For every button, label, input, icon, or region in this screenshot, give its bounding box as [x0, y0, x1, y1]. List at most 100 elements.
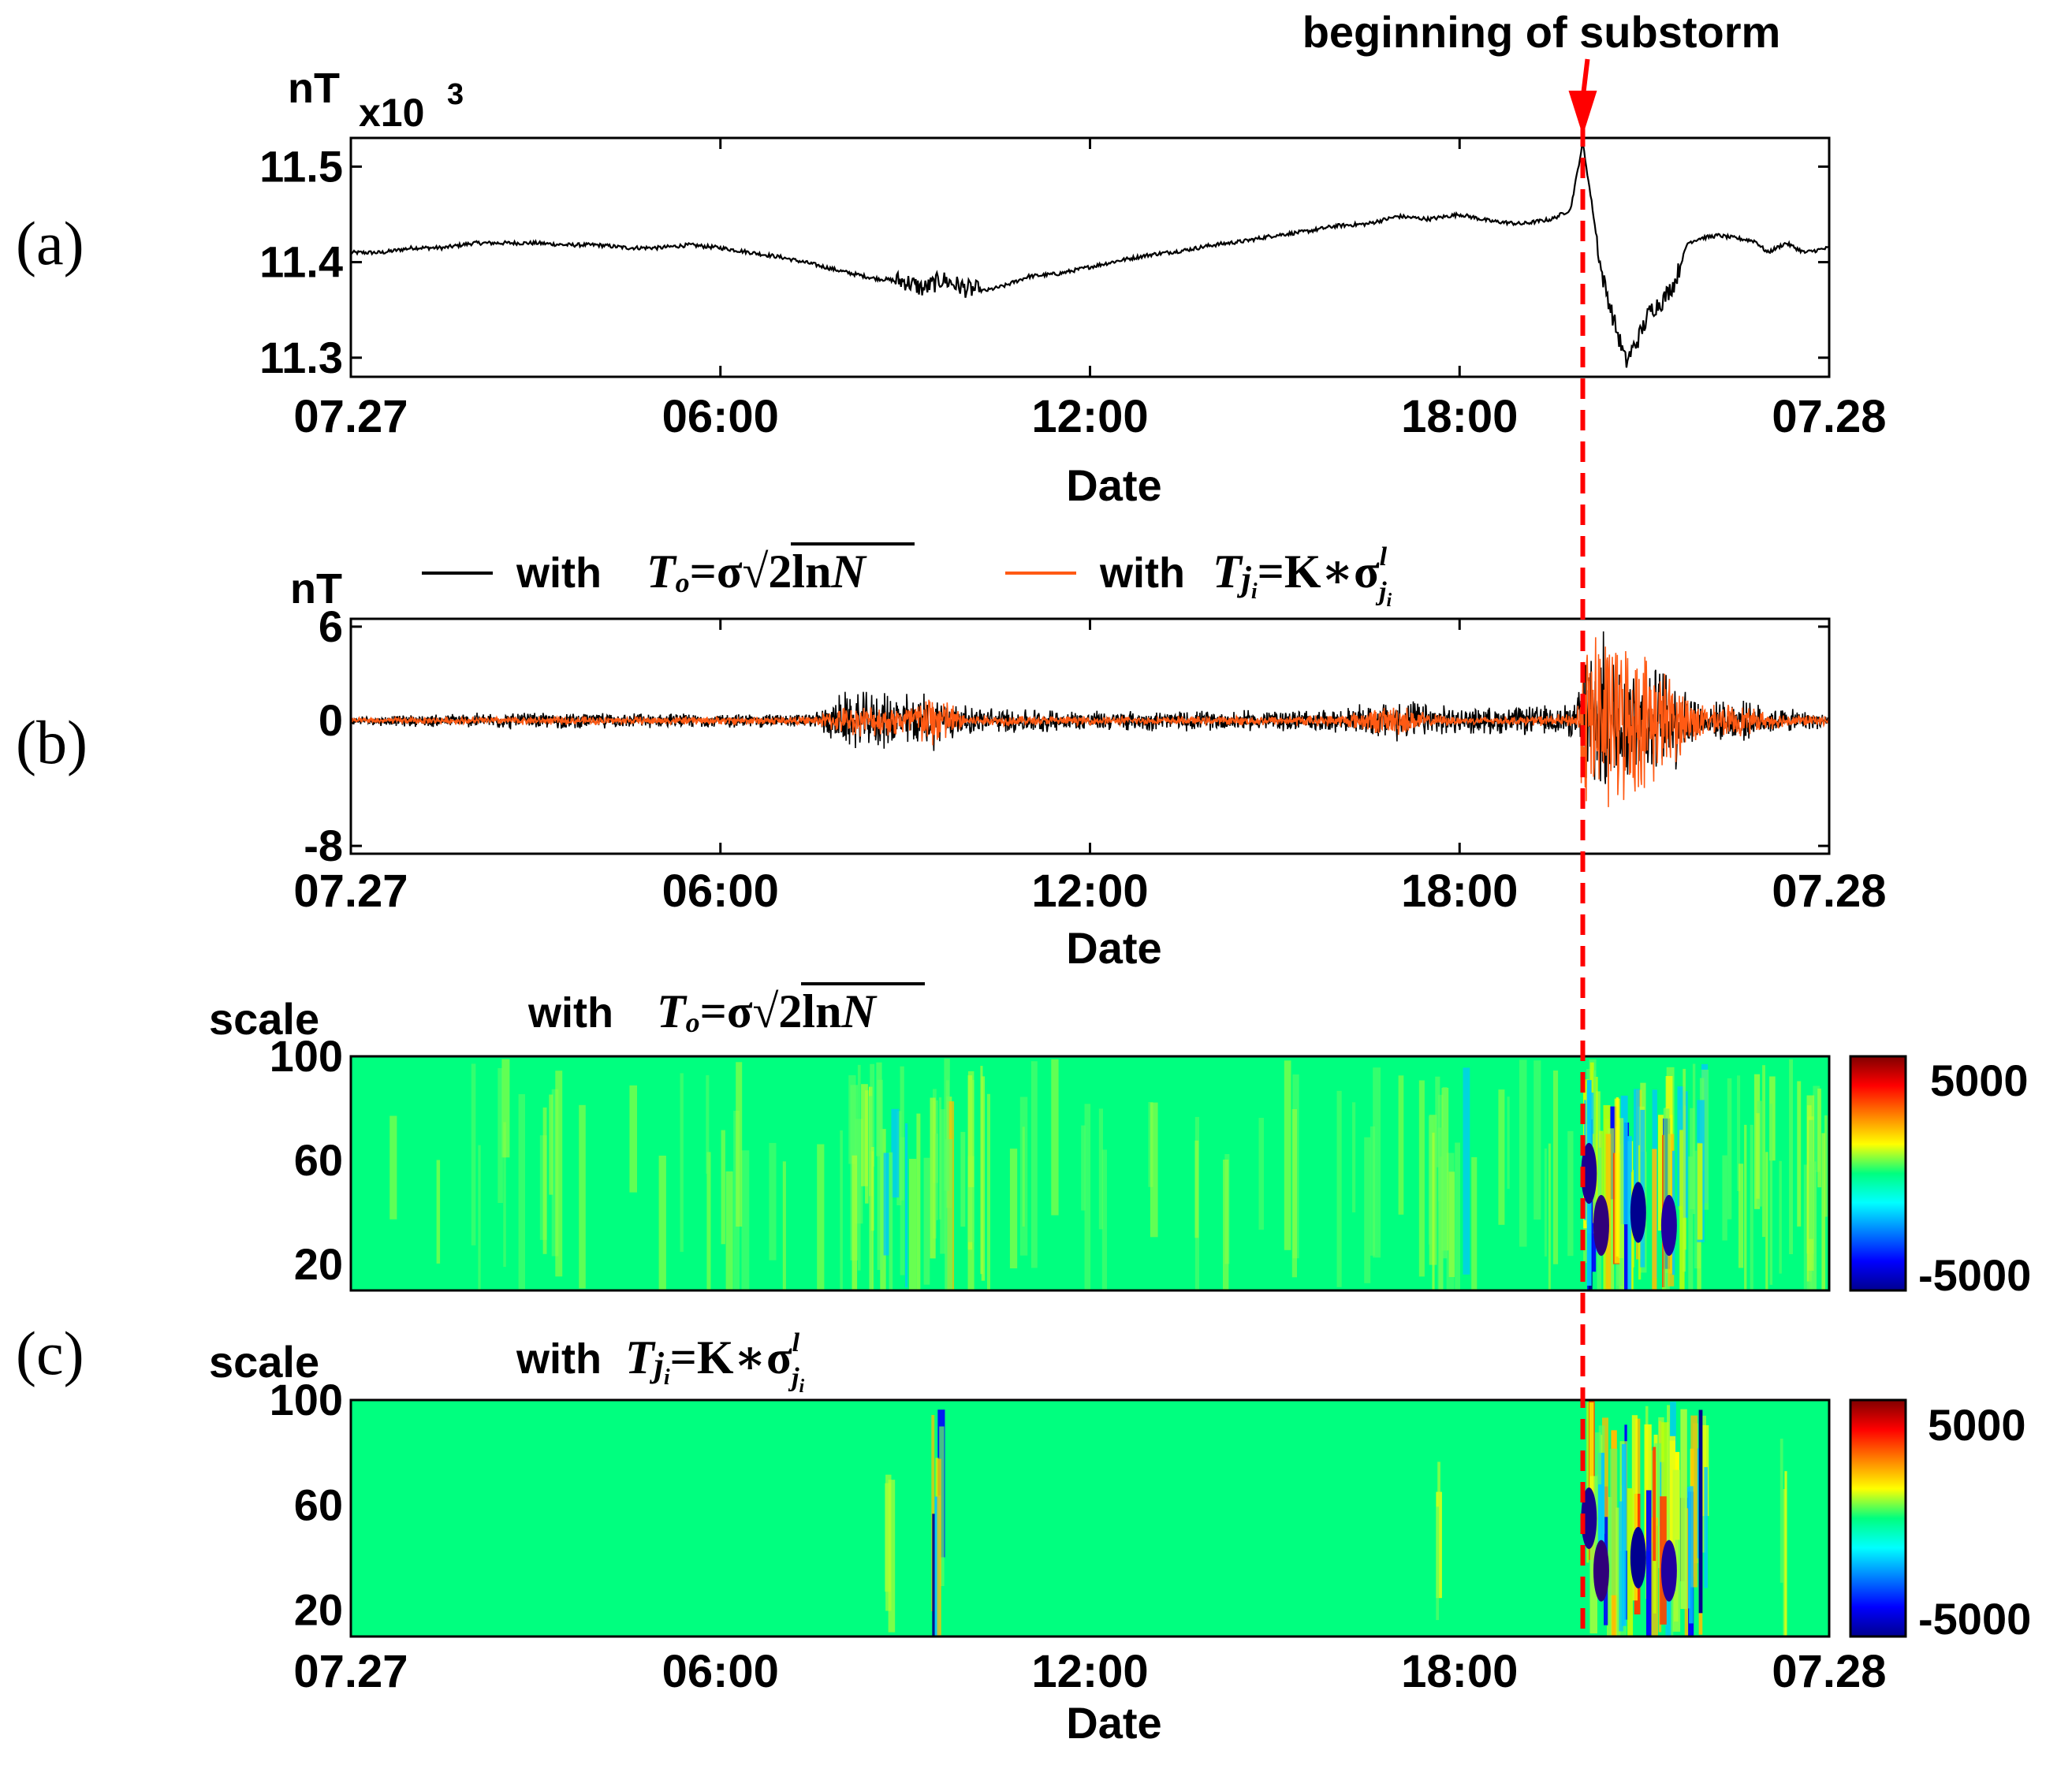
heatmap-streak: [389, 1115, 397, 1219]
heatmap-streak: [1435, 1076, 1440, 1167]
panel-a-multiplier: x10: [359, 91, 424, 135]
heatmap-streak: [945, 1080, 949, 1191]
colorbar-top-max: 5000: [1930, 1056, 2029, 1105]
heatmap-streak: [579, 1104, 586, 1289]
heatmap-streak: [1258, 1118, 1264, 1230]
heatmap-streak: [877, 1079, 883, 1270]
heatmap-streak: [549, 1094, 553, 1195]
heatmap-streak: [1668, 1118, 1671, 1234]
heatmap-streak: [1789, 1059, 1793, 1254]
heatmap-streak: [1779, 1439, 1783, 1583]
heatmap-streak: [501, 1059, 510, 1158]
heatmap-streak: [900, 1137, 905, 1275]
colorbar-bottom-min: -5000: [1918, 1594, 2031, 1644]
heatmap-streak: [1669, 1435, 1676, 1588]
heatmap-streak: [1620, 1095, 1628, 1225]
heatmap-streak: [1593, 1070, 1597, 1234]
heatmap-streak: [1635, 1418, 1641, 1511]
heatmap-streak: [1567, 1130, 1574, 1257]
y-tick-label: 0: [319, 695, 343, 745]
heatmap-blob: [1660, 1194, 1677, 1257]
y-tick-label: 11.4: [259, 237, 343, 287]
heatmap-streak: [889, 1152, 893, 1290]
heatmap-streak: [1150, 1102, 1158, 1238]
heatmap-streak: [1463, 1067, 1470, 1275]
heatmap-streak: [1534, 1060, 1541, 1220]
panel-a-frame: [349, 136, 1831, 378]
heatmap-streak: [436, 1160, 441, 1264]
substorm-label: beginning of substorm: [1302, 7, 1781, 57]
heatmap-streak: [934, 1134, 938, 1220]
heatmap-streak: [1019, 1097, 1028, 1256]
legend: with To=σ√2lnN with Tji=K∗σl ji: [422, 542, 1392, 611]
y-tick-label: 100: [270, 1031, 343, 1081]
heatmap-streak: [905, 1123, 908, 1288]
heatmap-streak: [1618, 1118, 1624, 1258]
heatmap-streak: [980, 1066, 983, 1275]
heatmap-streak: [931, 1415, 935, 1611]
heatmap-streak: [1672, 1469, 1681, 1632]
heatmap-streak: [725, 1171, 733, 1290]
heatmap-streak: [1428, 1115, 1433, 1245]
heatmap-streak: [1364, 1137, 1371, 1283]
heatmap-streak: [885, 1483, 891, 1592]
heatmap-streak: [1727, 1078, 1732, 1219]
heatmap-streak: [658, 1156, 666, 1290]
heatmap-streak: [741, 1150, 750, 1290]
x-tick-label: 18:00: [1401, 391, 1518, 442]
panel-letter-b: (b): [16, 708, 88, 776]
heatmap-streak: [1436, 1506, 1440, 1621]
panel-a-axes: 11.3 11.4 11.5 07.27 06:00 12:00 18:00 07.28: [259, 138, 1887, 442]
heatmap-streak: [1646, 1490, 1652, 1637]
heatmap-streak: [1658, 1115, 1664, 1231]
heatmap-blob: [1660, 1540, 1677, 1602]
x-tick-label: 06:00: [662, 1646, 779, 1697]
heatmap-streak: [1704, 1467, 1708, 1588]
colorbar-top-min: -5000: [1918, 1250, 2031, 1300]
y-tick-label: 11.3: [259, 333, 343, 382]
heatmap-streak: [891, 1108, 900, 1198]
heatmap-streak: [1697, 1143, 1703, 1240]
heatmap-streak: [900, 1066, 904, 1201]
heatmap-streak: [1653, 1447, 1656, 1562]
legend-with-1: with: [516, 549, 602, 597]
heatmap-streak: [1783, 1489, 1786, 1637]
heatmap-streak: [1437, 1127, 1444, 1290]
heatmap-streak: [1615, 1507, 1621, 1637]
heatmap-streak: [680, 1073, 684, 1253]
legend-with-2: with: [1099, 549, 1185, 597]
heatmap-streak: [987, 1093, 990, 1290]
panel-c-bottom-frame: [349, 1398, 1831, 1638]
heatmap-streak: [938, 1097, 942, 1219]
heatmap-streak: [1779, 1160, 1782, 1274]
panel-b-plot: [351, 631, 1829, 807]
heatmap-streak: [869, 1096, 873, 1290]
heatmap-streak: [896, 1111, 902, 1205]
x-tick-label: 12:00: [1031, 391, 1148, 442]
heatmap-streak: [861, 1084, 868, 1186]
heatmap-streak: [1101, 1149, 1107, 1290]
heatmap-streak: [1373, 1067, 1381, 1258]
heatmap-streak: [870, 1147, 874, 1231]
colorbar-bottom: [1849, 1398, 1907, 1638]
heatmap-streak: [857, 1064, 861, 1271]
panel-c-top-eq: To=σ√2lnN: [657, 985, 878, 1038]
x-tick-label: 07.28: [1772, 1646, 1886, 1697]
x-tick-label: 07.28: [1772, 391, 1886, 442]
y-tick-label: 60: [294, 1480, 343, 1529]
substorm-marker: [1568, 58, 1597, 1640]
heatmap-streak: [721, 1130, 725, 1245]
heatmap-streak: [1644, 1424, 1652, 1551]
panel-b-frame: [349, 617, 1831, 855]
heatmap-streak: [1762, 1065, 1765, 1238]
heatmap-streak: [1548, 1143, 1551, 1290]
heatmap-streak: [471, 1063, 476, 1246]
heatmap-blob: [1593, 1540, 1609, 1602]
heatmap-streak: [945, 1139, 952, 1290]
heatmap-streak: [1824, 1115, 1828, 1217]
heatmap-streak: [1750, 1124, 1753, 1290]
heatmap-streak: [1519, 1059, 1527, 1247]
heatmap-streak: [1223, 1160, 1229, 1290]
heatmap-streak: [1455, 1142, 1460, 1290]
heatmap-streak: [1544, 1148, 1547, 1257]
